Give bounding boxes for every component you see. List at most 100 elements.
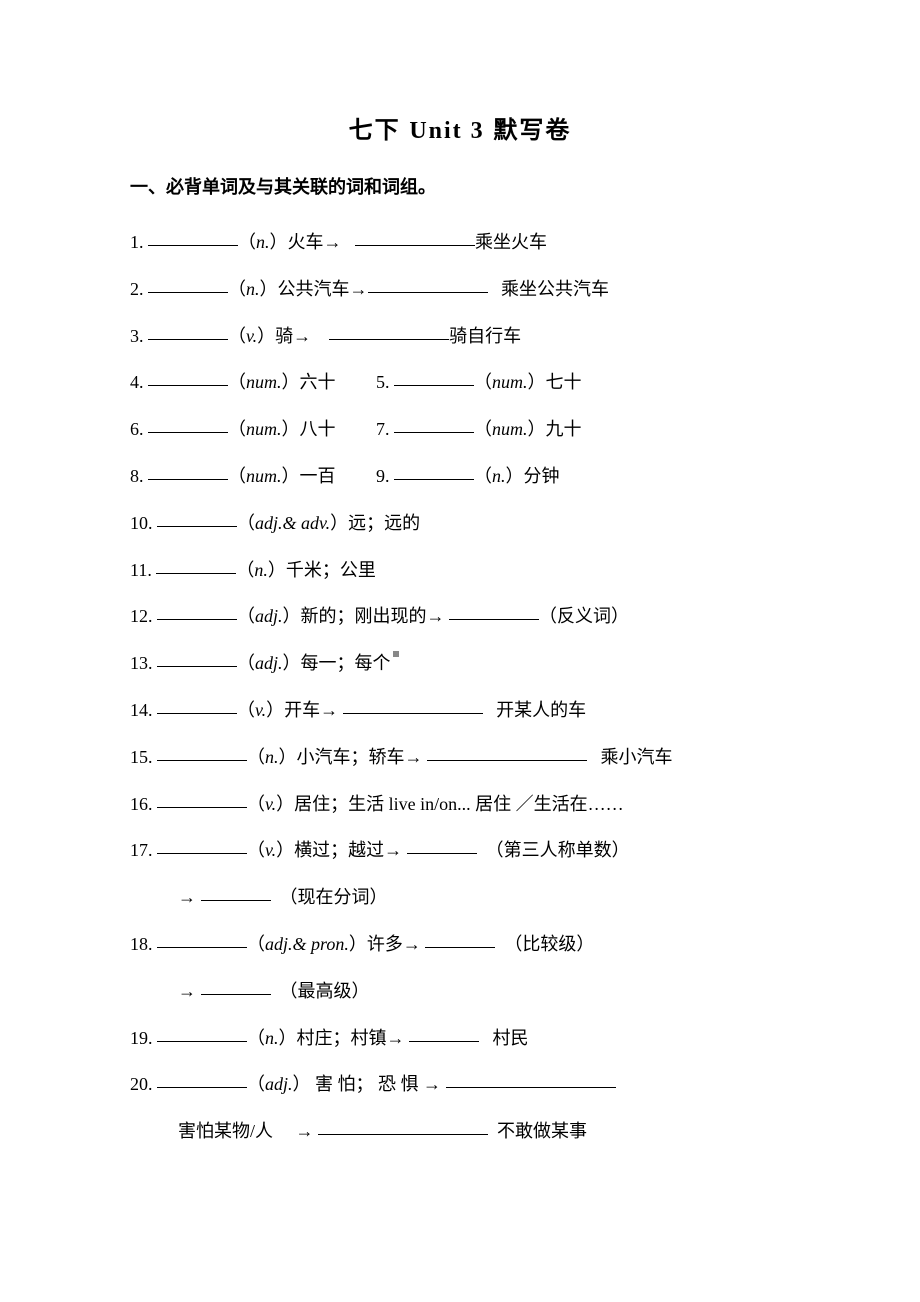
section-heading: 一、必背单词及与其关联的词和词组。 — [130, 173, 790, 199]
phrase: 村民 — [493, 1028, 529, 1048]
note: （第三人称单数） — [486, 840, 630, 860]
blank — [157, 508, 237, 527]
phrase: 乘坐火车 — [475, 232, 547, 252]
pos-label: adj.& adv. — [255, 513, 330, 533]
blank — [157, 601, 237, 620]
title-suffix: 默写卷 — [493, 117, 571, 144]
blank — [157, 1023, 247, 1042]
item-num: 19. — [130, 1028, 153, 1048]
item-1: 1. （n.）火车→ 乘坐火车 — [130, 219, 790, 266]
item-14: 14. （v.）开车→ 开某人的车 — [130, 687, 790, 734]
pos-label: v. — [265, 794, 276, 814]
item-17b: → （现在分词） — [130, 874, 790, 921]
blank — [409, 1023, 479, 1042]
title-unit: Unit 3 — [409, 118, 484, 144]
dot-icon — [393, 651, 399, 657]
blank — [157, 789, 247, 808]
phrase: 害怕某物/人 — [178, 1121, 273, 1141]
meaning: 分钟 — [524, 466, 560, 486]
arrow-icon: → — [387, 1028, 405, 1048]
phrase: 不敢做某事 — [497, 1121, 587, 1141]
arrow-icon: → — [324, 232, 342, 252]
meaning: 九十 — [546, 419, 582, 439]
blank — [201, 976, 271, 995]
blank — [157, 742, 247, 761]
item-6-7: 6. （num.）八十 7. （num.）九十 — [130, 406, 790, 453]
blank — [355, 227, 475, 246]
note: （最高级） — [280, 981, 370, 1001]
meaning: 新的；刚出现的 — [301, 606, 427, 626]
blank — [148, 367, 228, 386]
blank — [157, 648, 237, 667]
blank — [148, 414, 228, 433]
blank — [157, 929, 247, 948]
blank — [329, 321, 449, 340]
item-10: 10. （adj.& adv.）远；远的 — [130, 500, 790, 547]
meaning: 远；远的 — [348, 513, 420, 533]
item-13: 13. （adj.）每一；每个 — [130, 640, 790, 687]
blank — [156, 555, 236, 574]
arrow-icon: → — [293, 326, 311, 346]
item-8-9: 8. （num.）一百 9. （n.）分钟 — [130, 453, 790, 500]
blank — [201, 882, 271, 901]
meaning: 许多 — [367, 934, 403, 954]
pos-label: n. — [256, 232, 270, 252]
blank — [148, 274, 228, 293]
blank — [449, 601, 539, 620]
meaning: 开车 — [284, 700, 320, 720]
blank — [157, 835, 247, 854]
pos-label: num. — [246, 466, 282, 486]
blank — [157, 1069, 247, 1088]
item-num: 3. — [130, 326, 144, 346]
pos-label: adj.& pron. — [265, 934, 349, 954]
item-4-5: 4. （num.）六十 5. （num.）七十 — [130, 359, 790, 406]
item-num: 1. — [130, 232, 144, 252]
pos-label: adj. — [265, 1074, 293, 1094]
item-num: 5. — [376, 372, 390, 392]
note: （比较级） — [504, 934, 594, 954]
item-num: 4. — [130, 372, 144, 392]
item-num: 17. — [130, 840, 153, 860]
item-num: 10. — [130, 513, 153, 533]
arrow-icon: → — [405, 747, 423, 767]
pos-label: num. — [246, 372, 282, 392]
worksheet-page: 七下 Unit 3 默写卷 一、必背单词及与其关联的词和词组。 1. （n.）火… — [0, 0, 920, 1302]
pos-label: n. — [492, 466, 506, 486]
item-num: 12. — [130, 606, 153, 626]
item-num: 8. — [130, 466, 144, 486]
item-num: 20. — [130, 1074, 153, 1094]
item-18b: → （最高级） — [130, 968, 790, 1015]
meaning: 横过；越过 — [294, 840, 384, 860]
item-num: 15. — [130, 747, 153, 767]
blank — [427, 742, 587, 761]
arrow-icon: → — [320, 700, 338, 720]
item-num: 13. — [130, 653, 153, 673]
meaning: 一百 — [300, 466, 336, 486]
meaning: 千米；公里 — [286, 560, 376, 580]
pos-label: adj. — [255, 606, 283, 626]
blank — [394, 461, 474, 480]
item-3: 3. （v.）骑→ 骑自行车 — [130, 313, 790, 360]
meaning: 骑 — [275, 326, 293, 346]
item-num: 2. — [130, 279, 144, 299]
blank — [318, 1116, 488, 1135]
item-19: 19. （n.）村庄；村镇→ 村民 — [130, 1015, 790, 1062]
pos-label: n. — [265, 747, 279, 767]
extra: live in/on... 居住 ／生活在…… — [384, 794, 624, 814]
item-num: 6. — [130, 419, 144, 439]
item-num: 18. — [130, 934, 153, 954]
pos-label: num. — [492, 419, 528, 439]
arrow-icon: → — [384, 840, 402, 860]
pos-label: n. — [265, 1028, 279, 1048]
arrow-icon: → — [178, 981, 196, 1001]
meaning: 火车 — [288, 232, 324, 252]
blank — [148, 321, 228, 340]
pos-label: v. — [255, 700, 266, 720]
blank — [343, 695, 483, 714]
blank — [157, 695, 237, 714]
pos-label: v. — [265, 840, 276, 860]
item-12: 12. （adj.）新的；刚出现的→ （反义词） — [130, 593, 790, 640]
meaning: 公共汽车 — [278, 279, 350, 299]
item-num: 7. — [376, 419, 390, 439]
arrow-icon: → — [427, 606, 445, 626]
